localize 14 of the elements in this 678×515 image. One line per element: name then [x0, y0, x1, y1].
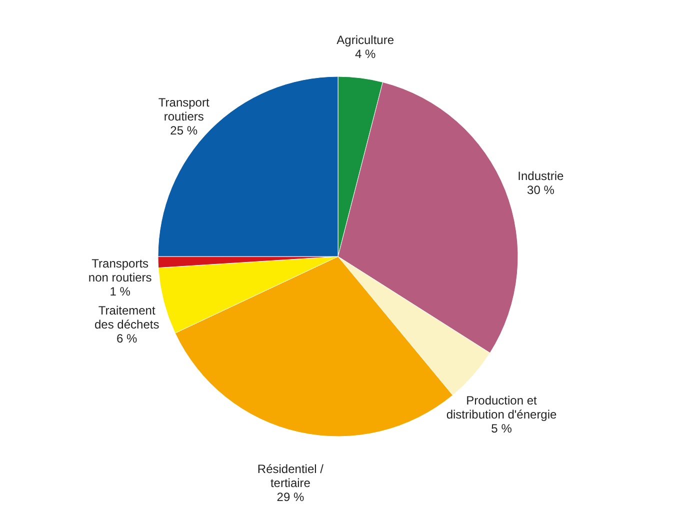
data-label: 1 %: [110, 284, 131, 298]
data-label: 6 %: [116, 332, 138, 346]
slice-label: Résidentiel / tertiaire: [257, 462, 324, 490]
data-label: 4 %: [354, 47, 376, 62]
data-label: 29 %: [276, 490, 304, 504]
data-label: 30 %: [527, 183, 555, 198]
slice-label: Production et distribution d'énergie: [446, 394, 558, 422]
data-label: 5 %: [491, 422, 512, 436]
slice-label: Traitement des déchets: [94, 304, 160, 332]
data-label: 25 %: [170, 123, 198, 138]
slice-label: Transport routiers: [158, 95, 210, 124]
slice-label: Transports non routiers: [88, 256, 152, 284]
slice-label: Industrie: [518, 169, 564, 184]
slice-label: Agriculture: [336, 33, 394, 48]
